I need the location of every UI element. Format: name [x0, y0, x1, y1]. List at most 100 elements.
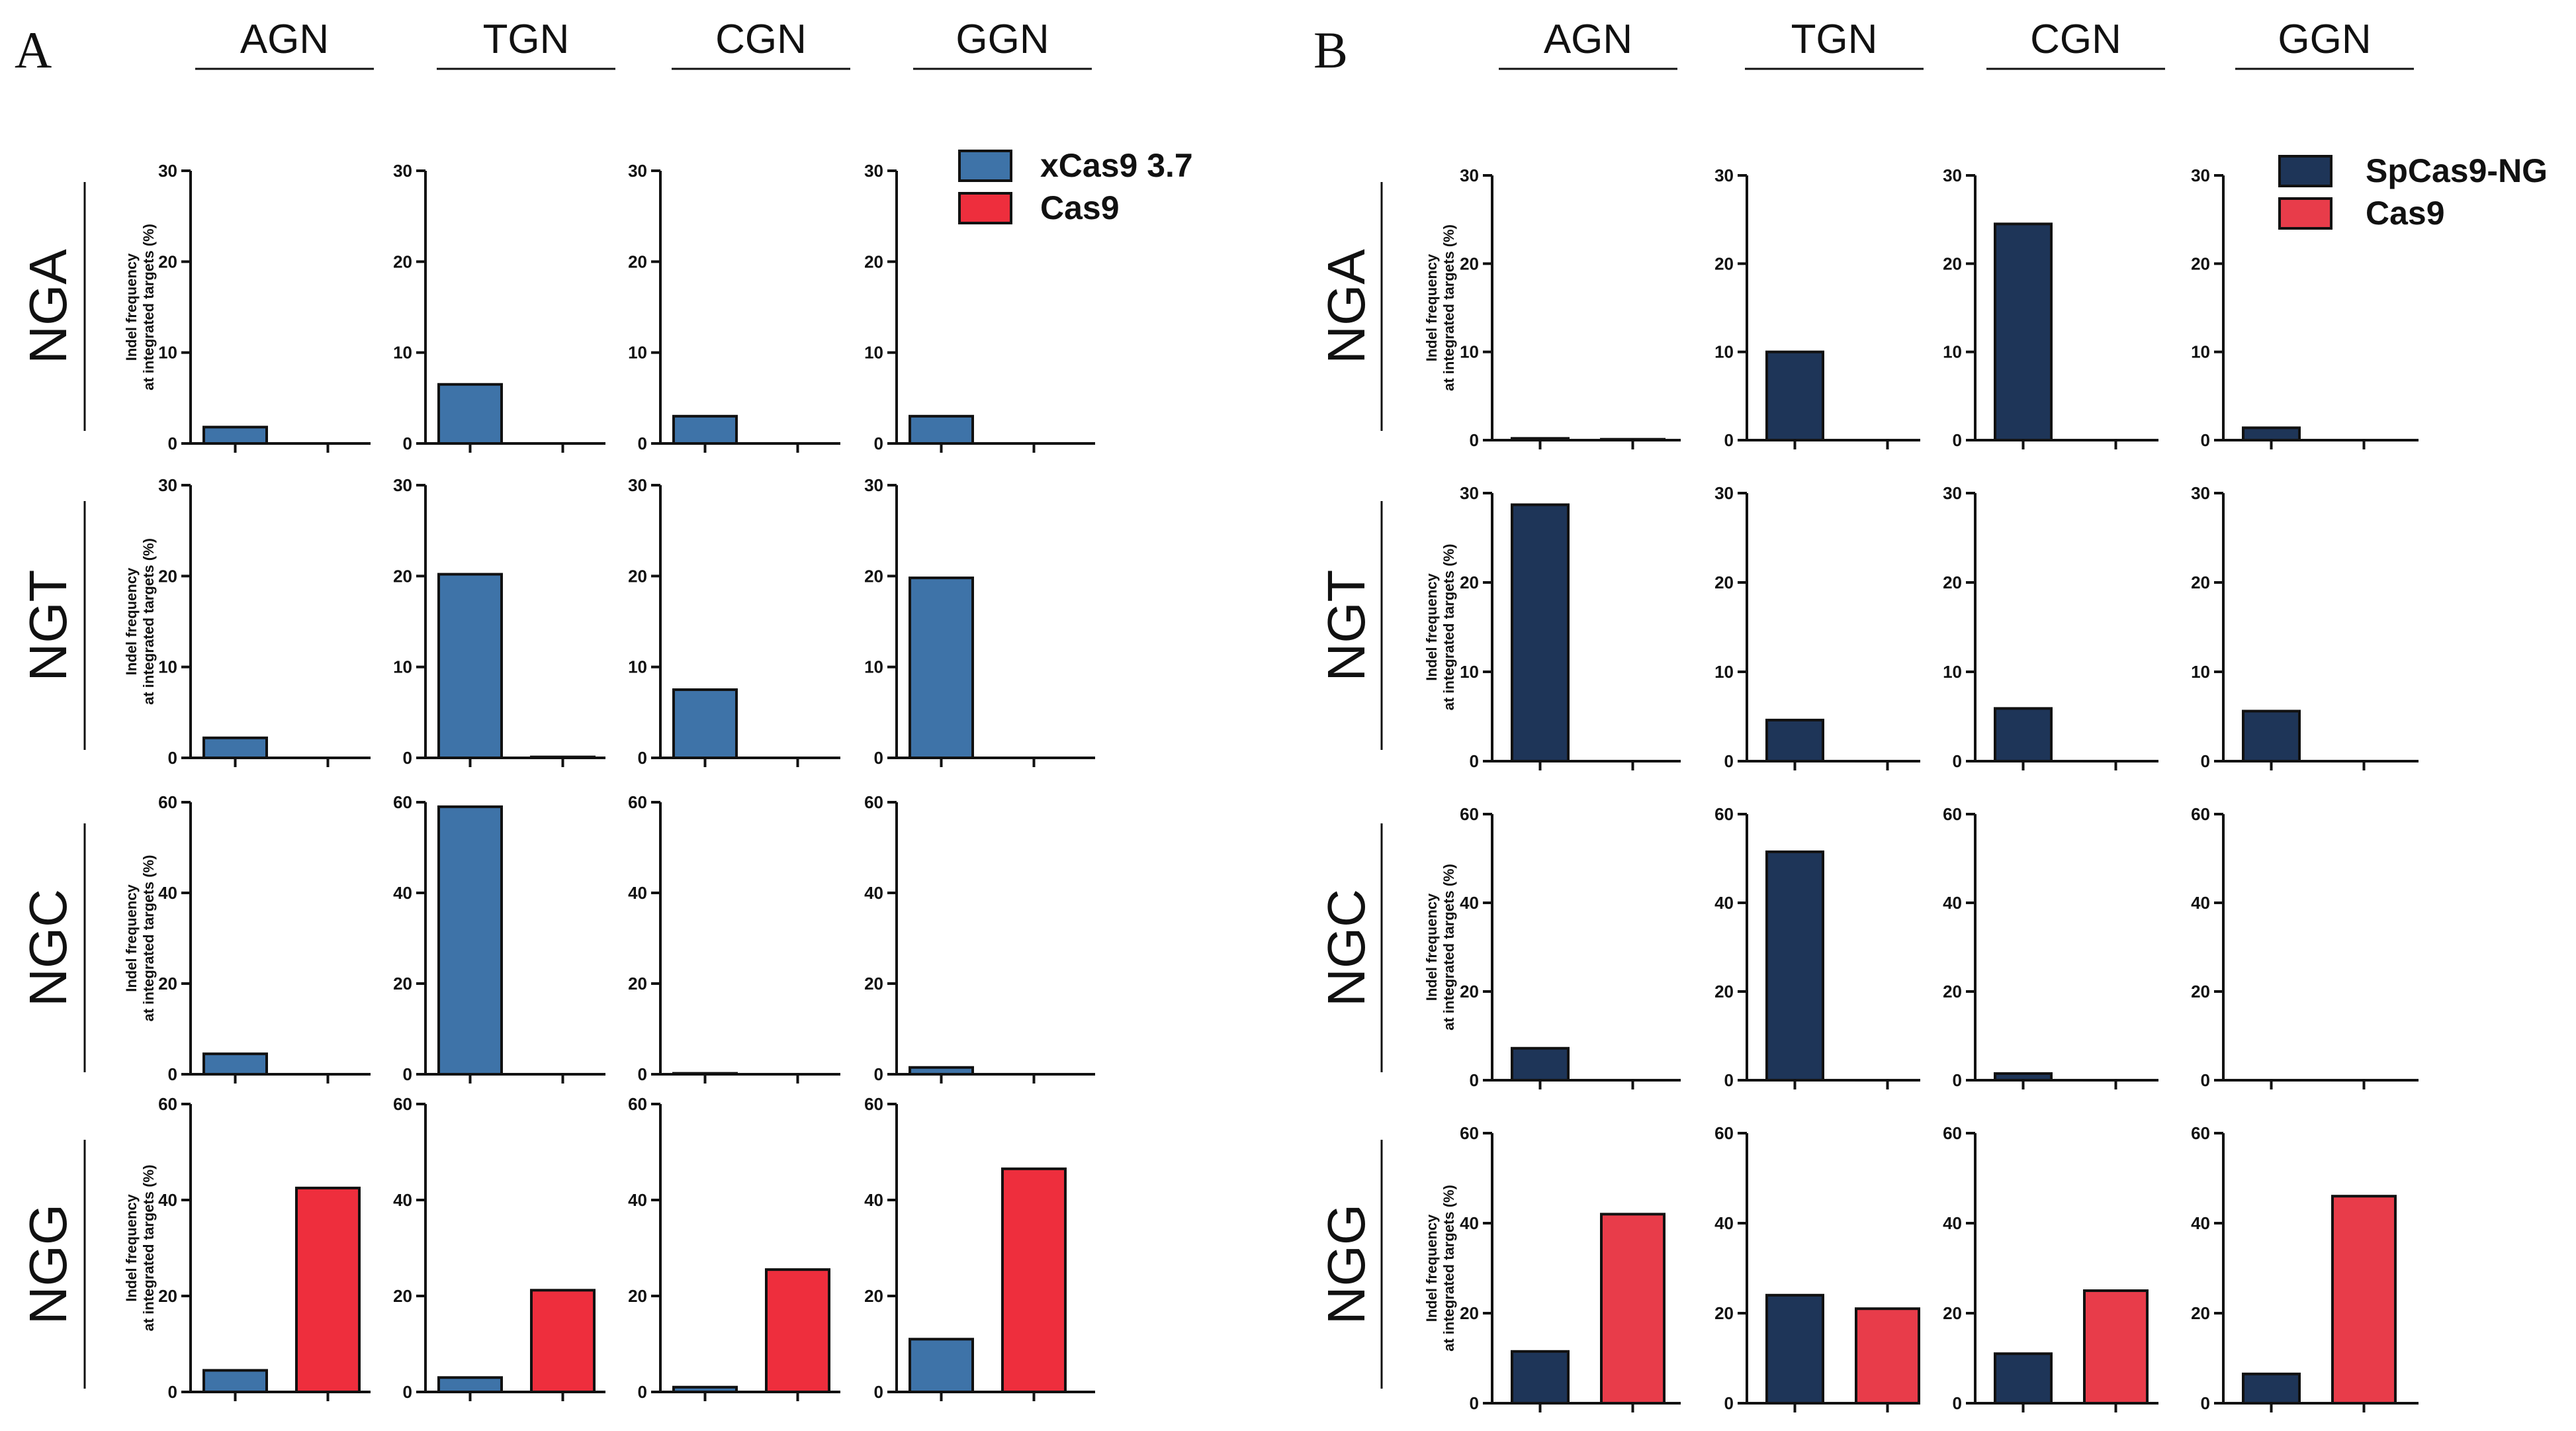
y-tick-label: 40 — [1714, 893, 1734, 913]
y-tick-label: 60 — [1460, 1123, 1479, 1143]
y-axis-label-line2: at integrated targets (%) — [1441, 544, 1457, 711]
y-tick-label: 0 — [1470, 1070, 1479, 1090]
y-tick-label: 60 — [2191, 1123, 2210, 1143]
y-axis-label-line1: Indel frequency — [123, 884, 140, 992]
legend-label-1: Cas9 — [2366, 195, 2445, 232]
bar-b-ngg-agn-spcas9-ng — [1511, 1350, 1570, 1405]
y-axis-label-line1: Indel frequency — [123, 567, 140, 675]
panel-label-B: B — [1313, 21, 1348, 79]
y-tick-label: 60 — [393, 792, 412, 812]
bar-b-ngt-tgn-spcas9-ng — [1765, 718, 1824, 763]
y-tick-label: 0 — [1470, 430, 1479, 450]
y-tick-label: 0 — [168, 1382, 177, 1402]
y-tick-label: 0 — [874, 1064, 883, 1084]
y-tick-label: 0 — [168, 1064, 177, 1084]
y-axis-label: Indel frequencyat integrated targets (%) — [123, 224, 157, 391]
y-axis-label-line2: at integrated targets (%) — [140, 538, 157, 705]
bar-b-ngg-agn-cas9 — [1600, 1213, 1666, 1405]
y-axis-label-line1: Indel frequency — [1423, 893, 1440, 1001]
y-tick-label: 60 — [1943, 1123, 1962, 1143]
y-tick-label: 0 — [168, 748, 177, 768]
y-tick-label: 20 — [393, 252, 412, 271]
bar-a-ngg-cgn-cas9 — [765, 1268, 830, 1393]
y-tick-label: 10 — [1714, 342, 1734, 362]
y-tick-label: 10 — [158, 343, 177, 363]
bar-b-ngg-tgn-spcas9-ng — [1765, 1293, 1824, 1405]
y-tick-label: 0 — [1953, 1393, 1962, 1413]
y-axis-label-line2: at integrated targets (%) — [1441, 224, 1457, 391]
y-tick-label: 20 — [1460, 982, 1479, 1001]
y-tick-label: 0 — [1470, 751, 1479, 771]
y-tick-label: 20 — [1943, 254, 1962, 273]
legend-label-0: xCas9 3.7 — [1040, 147, 1193, 184]
y-tick-label: 20 — [1943, 982, 1962, 1001]
row-label-ngt: NGT — [19, 570, 77, 682]
row-label-nga: NGA — [1317, 249, 1376, 364]
y-axis-label-line2: at integrated targets (%) — [1441, 1185, 1457, 1352]
row-label-ngc: NGC — [1317, 889, 1376, 1007]
y-tick-label: 60 — [628, 792, 647, 812]
y-axis-label-line2: at integrated targets (%) — [140, 1165, 157, 1332]
y-tick-label: 20 — [864, 1286, 883, 1306]
legend-label-1: Cas9 — [1040, 189, 1120, 226]
y-tick-label: 10 — [158, 657, 177, 677]
y-tick-label: 20 — [628, 1286, 647, 1306]
y-tick-label: 10 — [2191, 662, 2210, 682]
bar-b-ngg-cgn-spcas9-ng — [1994, 1352, 2053, 1405]
legend-swatch-1 — [2278, 197, 2332, 230]
y-tick-label: 10 — [1943, 662, 1962, 682]
y-tick-label: 20 — [158, 1286, 177, 1306]
bar-b-ngg-ggn-spcas9-ng — [2242, 1372, 2301, 1405]
column-header-cgn: CGN — [2030, 17, 2121, 62]
column-header-agn: AGN — [1544, 17, 1632, 62]
bar-a-ngt-cgn-xcas9-3-7 — [672, 688, 738, 759]
column-header-tgn: TGN — [483, 17, 570, 62]
y-tick-label: 60 — [1943, 804, 1962, 824]
bar-a-ngg-ggn-xcas9-3-7 — [909, 1338, 974, 1393]
y-axis-label-line1: Indel frequency — [123, 1193, 140, 1301]
bar-a-ngg-ggn-cas9 — [1001, 1167, 1067, 1393]
y-tick-label: 60 — [393, 1094, 412, 1114]
bar-a-ngt-ggn-xcas9-3-7 — [909, 577, 974, 760]
bar-b-ngt-ggn-spcas9-ng — [2242, 710, 2301, 763]
y-tick-label: 30 — [628, 161, 647, 181]
bar-a-ngg-tgn-cas9 — [530, 1289, 596, 1394]
y-tick-label: 20 — [158, 252, 177, 271]
y-axis-label: Indel frequencyat integrated targets (%) — [1423, 544, 1457, 711]
legend-swatch-0 — [2278, 155, 2332, 187]
legend-swatch-0 — [958, 150, 1012, 182]
column-header-agn: AGN — [240, 17, 329, 62]
row-label-ngc: NGC — [19, 889, 77, 1007]
y-tick-label: 60 — [628, 1094, 647, 1114]
bar-a-ngg-tgn-xcas9-3-7 — [437, 1376, 503, 1393]
y-tick-label: 30 — [1460, 483, 1479, 503]
y-tick-label: 10 — [393, 657, 412, 677]
y-tick-label: 0 — [1953, 751, 1962, 771]
bar-b-nga-cgn-spcas9-ng — [1994, 222, 2053, 441]
y-tick-label: 0 — [1724, 751, 1734, 771]
y-tick-label: 0 — [403, 1382, 412, 1402]
y-tick-label: 30 — [1714, 165, 1734, 185]
y-axis-label-line2: at integrated targets (%) — [140, 855, 157, 1022]
y-tick-label: 0 — [2201, 751, 2210, 771]
y-tick-label: 0 — [403, 748, 412, 768]
bar-a-ngt-agn-xcas9-3-7 — [202, 736, 268, 759]
bar-b-nga-tgn-spcas9-ng — [1765, 350, 1824, 442]
bar-b-nga-ggn-spcas9-ng — [2242, 426, 2301, 441]
bar-a-ngc-agn-xcas9-3-7 — [202, 1052, 268, 1076]
y-tick-label: 0 — [638, 434, 647, 453]
y-tick-label: 0 — [168, 434, 177, 453]
y-axis-label: Indel frequencyat integrated targets (%) — [1423, 1185, 1457, 1352]
y-tick-label: 30 — [1460, 165, 1479, 185]
y-tick-label: 40 — [1943, 893, 1962, 913]
y-axis-label-line2: at integrated targets (%) — [140, 224, 157, 391]
bar-b-ngg-cgn-cas9 — [2083, 1289, 2149, 1405]
y-axis-label-line1: Indel frequency — [1423, 573, 1440, 680]
y-tick-label: 20 — [628, 566, 647, 586]
y-axis-label: Indel frequencyat integrated targets (%) — [123, 1165, 157, 1332]
bar-b-ngt-cgn-spcas9-ng — [1994, 707, 2053, 762]
y-tick-label: 20 — [864, 566, 883, 586]
row-label-ngg: NGG — [1317, 1204, 1376, 1324]
y-tick-label: 0 — [1953, 430, 1962, 450]
y-tick-label: 40 — [864, 1190, 883, 1210]
